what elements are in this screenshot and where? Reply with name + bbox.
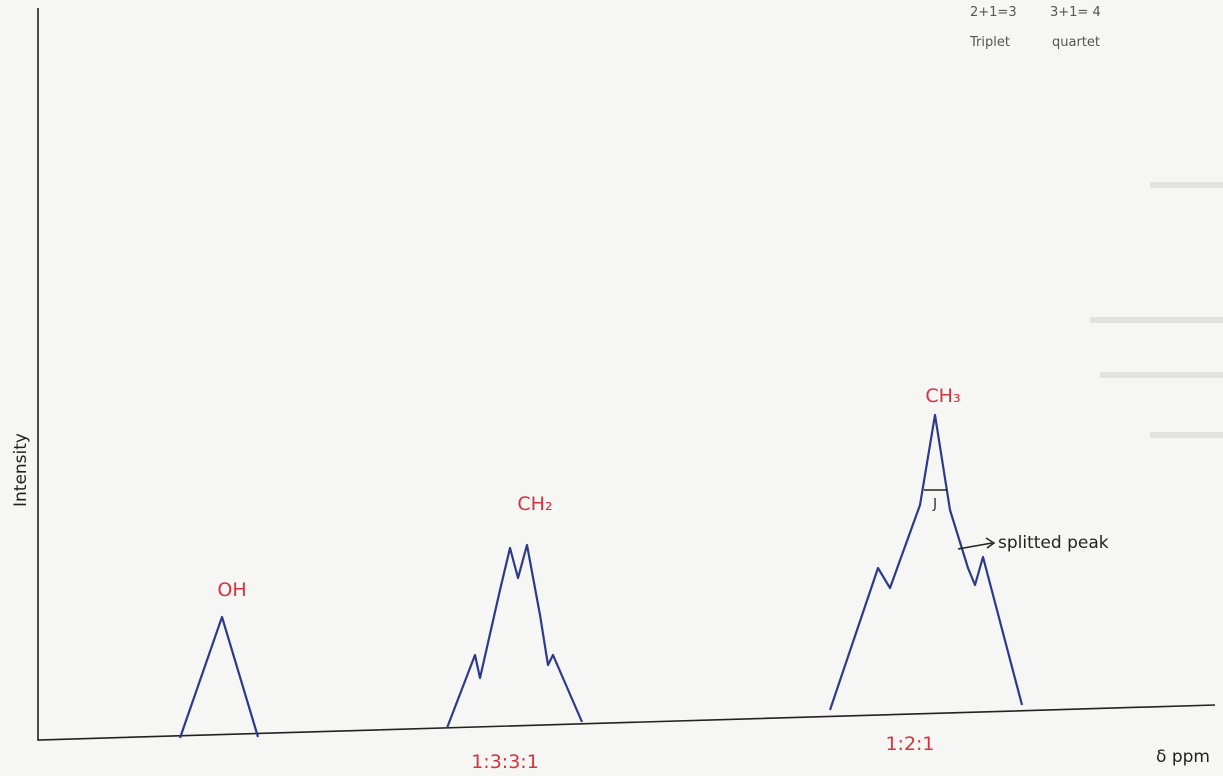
note-sum: 2+1=3 bbox=[970, 5, 1017, 20]
peak-ratio: 1:3:3:1 bbox=[471, 751, 539, 773]
peak-label: CH₂ bbox=[517, 493, 552, 515]
note-name: quartet bbox=[1052, 35, 1100, 50]
peak-annotation: splitted peak bbox=[998, 533, 1109, 553]
spectrum-diagram: Intensity δ ppm OH CH₂ CH₃ 1:3:3:1 1:2:1… bbox=[0, 0, 1223, 776]
x-axis-label: δ ppm bbox=[1156, 747, 1210, 767]
coupling-label: J bbox=[932, 497, 937, 512]
peak-label: CH₃ bbox=[925, 385, 960, 407]
peak-label: OH bbox=[217, 579, 246, 601]
peak-ratio: 1:2:1 bbox=[885, 733, 934, 755]
note-sum: 3+1= 4 bbox=[1050, 5, 1101, 20]
paper bbox=[0, 0, 1223, 776]
y-axis-label: Intensity bbox=[11, 433, 31, 507]
note-name: Triplet bbox=[969, 35, 1010, 50]
